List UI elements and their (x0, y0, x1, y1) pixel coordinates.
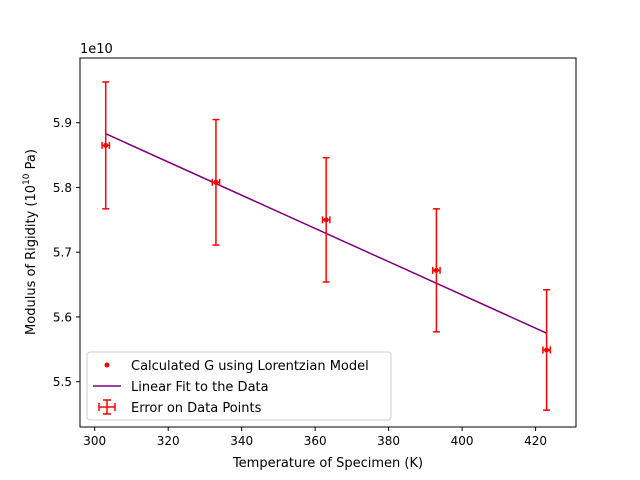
legend-label-fit: Linear Fit to the Data (131, 380, 269, 395)
y-offset-text: 1e10 (80, 42, 113, 57)
legend-entry-fit: Linear Fit to the Data (93, 380, 269, 395)
x-tick-label: 420 (524, 434, 547, 448)
plot-area (101, 81, 552, 411)
axes-frame (79, 57, 577, 428)
legend-entry-points: Calculated G using Lorentzian Model (104, 359, 369, 374)
x-tick-label: 300 (83, 434, 106, 448)
legend-frame (86, 351, 392, 421)
y-axis-label-exponent: 10 (22, 173, 32, 185)
x-tick-label: 400 (451, 434, 474, 448)
legend: Calculated G using Lorentzian Model Line… (86, 351, 392, 421)
x-tick-label: 360 (304, 434, 327, 448)
x-tick-label: 380 (377, 434, 400, 448)
x-tick-label: 320 (157, 434, 180, 448)
y-tick-label: 5.6 (53, 310, 72, 324)
y-axis-label: Modulus of Rigidity (1010 Pa) (22, 149, 39, 335)
x-tick-label: 340 (230, 434, 253, 448)
y-axis-label-suffix: Pa) (24, 149, 39, 173)
data-point-2 (323, 217, 329, 223)
y-tick-label: 5.9 (53, 116, 72, 130)
legend-label-points: Calculated G using Lorentzian Model (131, 359, 369, 374)
y-axis-label-prefix: Modulus of Rigidity (10 (24, 185, 39, 335)
data-point-0 (103, 142, 109, 148)
data-point-1 (213, 179, 219, 185)
y-tick-label: 5.7 (53, 246, 72, 260)
x-axis-label: Temperature of Specimen (K) (232, 456, 423, 471)
data-point-3 (433, 267, 439, 273)
legend-entry-errors: Error on Data Points (98, 399, 262, 416)
y-tick-label: 5.5 (53, 375, 72, 389)
axis-ticks: 300 320 340 360 380 400 420 5.5 5.6 5.7 5.8 5.9 (53, 116, 547, 448)
y-tick-label: 5.8 (53, 181, 72, 195)
data-point-4 (544, 347, 550, 353)
legend-marker-points (104, 362, 110, 368)
legend-label-errors: Error on Data Points (131, 401, 262, 416)
